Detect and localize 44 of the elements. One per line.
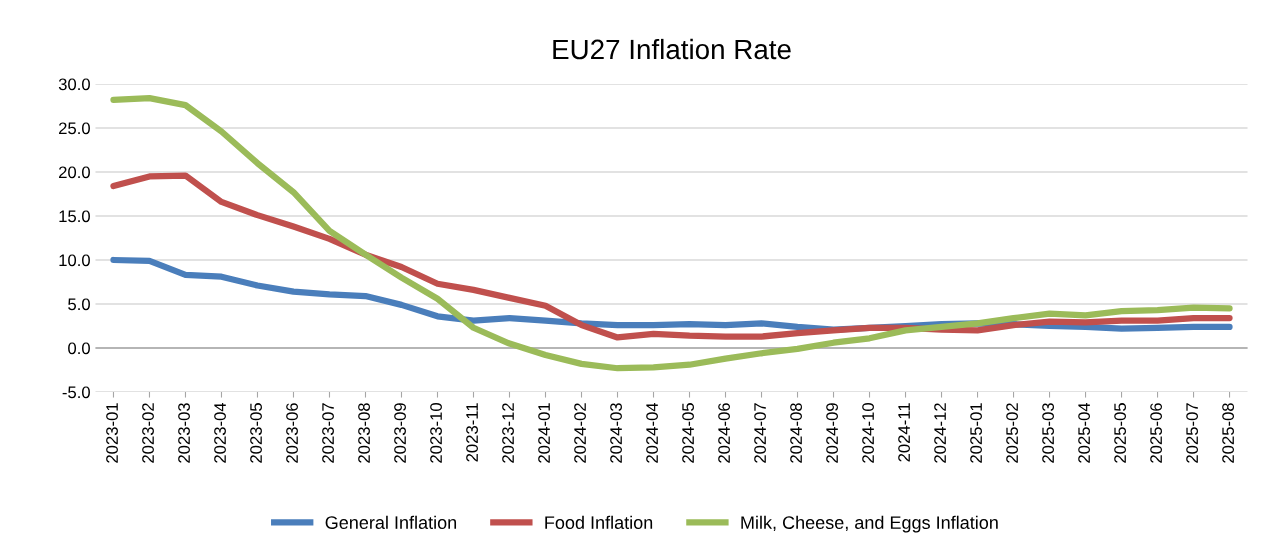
x-tick-label: 2024-02: [574, 403, 586, 463]
x-tick-label: 2023-08: [358, 403, 370, 463]
x-tick-label: 2024-08: [790, 403, 802, 463]
x-tick-label: 2024-06: [718, 403, 730, 463]
x-tick-label: 2023-06: [286, 403, 298, 463]
x-tick-label: 2025-07: [1186, 403, 1199, 463]
x-tick-label: 2024-12: [934, 403, 946, 463]
y-tick-label: 20.0: [59, 166, 90, 179]
x-tick-label: 2024-10: [862, 403, 874, 463]
x-tick-label: 2023-07: [322, 403, 334, 463]
x-tick-label: 2024-04: [646, 402, 658, 463]
x-tick-label: 2025-01: [970, 403, 982, 463]
x-tick-label: 2023-03: [178, 403, 190, 463]
x-tick-label: 2024-01: [538, 403, 550, 463]
legend-label: Milk, Cheese, and Eggs Inflation: [741, 515, 998, 533]
x-tick-label: 2023-10: [430, 403, 442, 463]
legend-label: Food Inflation: [545, 515, 653, 529]
y-tick-label: 15.0: [59, 210, 90, 223]
x-tick-label: 2024-07: [754, 403, 766, 463]
x-tick-label: 2023-02: [142, 403, 154, 463]
x-tick-label: 2024-05: [682, 403, 694, 463]
x-tick-label: 2025-05: [1114, 403, 1127, 463]
x-tick-label: 2025-08: [1222, 403, 1235, 463]
y-tick-label: 25.0: [59, 122, 90, 135]
x-tick-label: 2025-04: [1078, 402, 1090, 463]
x-tick-label: 2024-11: [898, 403, 910, 462]
x-tick-label: 2023-04: [214, 402, 226, 463]
x-tick-label: 2025-02: [1006, 403, 1018, 463]
y-tick-label: 5.0: [68, 298, 90, 311]
y-tick-label: 0.0: [68, 342, 90, 355]
x-tick-label: 2024-03: [610, 403, 622, 463]
legend-label: General Inflation: [325, 515, 457, 529]
x-tick-label: 2023-09: [394, 403, 406, 463]
y-tick-label: 30.0: [58, 78, 90, 91]
x-tick-label: 2025-06: [1150, 403, 1163, 463]
x-tick-label: 2023-12: [502, 403, 514, 463]
x-tick-label: 2023-05: [250, 403, 262, 463]
x-tick-label: 2025-03: [1042, 403, 1054, 463]
x-tick-label: 2023-11: [466, 403, 478, 462]
chart-title: EU27 Inflation Rate: [553, 38, 791, 60]
y-tick-label: -5.0: [62, 386, 90, 399]
x-tick-label: 2024-09: [826, 403, 838, 463]
y-tick-label: 10.0: [59, 254, 90, 267]
x-tick-label: 2023-01: [106, 403, 118, 463]
